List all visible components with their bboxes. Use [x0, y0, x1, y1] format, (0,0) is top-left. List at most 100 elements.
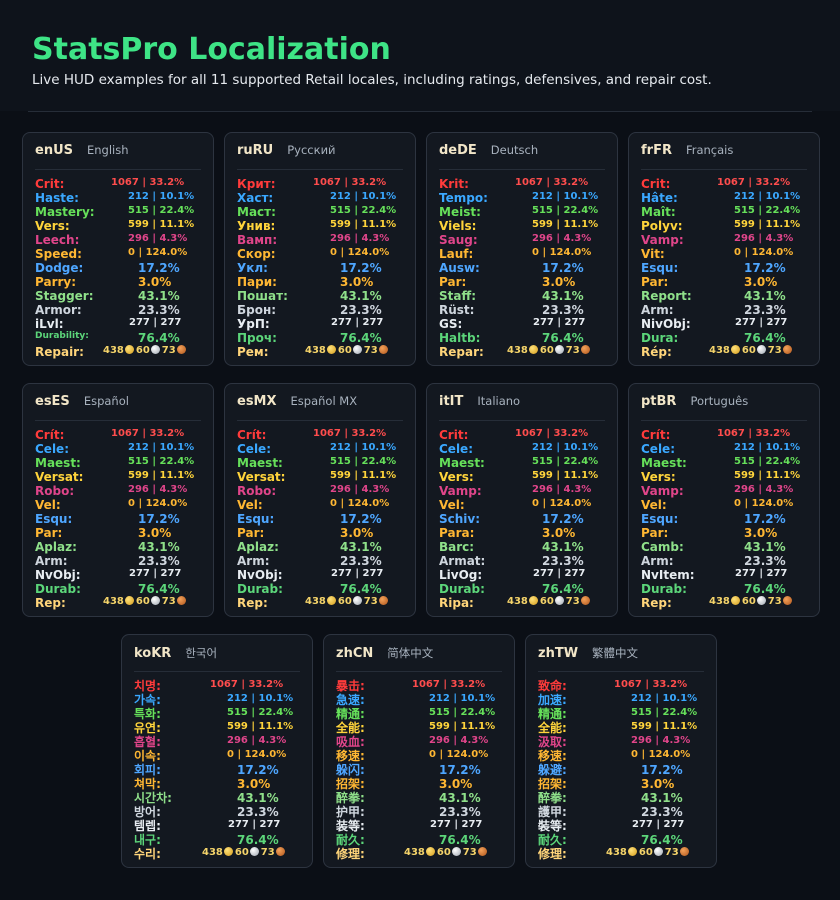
- silver-coin-icon: [554, 596, 564, 605]
- repair-cost: 438 60 73: [404, 846, 489, 860]
- stat-value-armor: 23.3%: [542, 303, 584, 317]
- stat-label-armor: Rüst:: [439, 303, 475, 317]
- stat-row-mastery: Маст: 515 | 22.4%: [237, 204, 403, 219]
- stat-label-speed: 移速:: [538, 749, 567, 763]
- stat-value-dodge: 17.2%: [542, 261, 584, 275]
- stat-label-crit: Крит:: [237, 177, 276, 191]
- gold-coin-icon: [124, 596, 134, 605]
- repair-silver-amount: 60: [337, 345, 352, 356]
- silver-coin-icon: [150, 345, 160, 354]
- stat-label-mastery: Maest:: [641, 456, 687, 470]
- stat-rows: 暴击: 1067 | 33.2% 急速: 212 | 10.1% 精通: 515 | 22…: [336, 678, 502, 861]
- stat-row-crit: 暴击: 1067 | 33.2%: [336, 678, 502, 693]
- stat-row-haste: Haste: 212 | 10.1%: [35, 190, 201, 205]
- stat-label-ilvl: NivObj:: [641, 317, 691, 331]
- stat-value-durability: 76.4%: [542, 582, 584, 596]
- stat-label-speed: Vel:: [641, 498, 667, 512]
- stat-row-repair: 修理: 438 60 73: [336, 846, 502, 861]
- stat-label-parry: Para:: [439, 526, 475, 540]
- stat-row-repair: Ripa: 438 60 73: [439, 595, 605, 610]
- stat-value-haste: 212 | 10.1%: [227, 693, 294, 704]
- stat-row-speed: Vel: 0 | 124.0%: [439, 497, 605, 512]
- stat-value-parry: 3.0%: [340, 275, 374, 289]
- stat-value-ilvl: 277 | 277: [533, 317, 586, 328]
- stat-value-vers: 599 | 11.1%: [532, 219, 599, 230]
- stat-rows: 致命: 1067 | 33.2% 加速: 212 | 10.1% 精通: 515 | 22…: [538, 678, 704, 861]
- stat-value-leech: 296 | 4.3%: [631, 735, 691, 746]
- stat-label-haste: 加速:: [538, 693, 567, 707]
- stat-row-stagger: Staff: 43.1%: [439, 288, 605, 303]
- stat-value-durability: 76.4%: [439, 833, 481, 847]
- locale-language-name: Italiano: [477, 394, 521, 408]
- stat-label-speed: Vit:: [641, 247, 665, 261]
- stat-label-dodge: Schiv:: [439, 512, 481, 526]
- stat-label-parry: Par:: [641, 275, 669, 289]
- stat-label-haste: Tempo:: [439, 191, 488, 205]
- stat-row-speed: Vel: 0 | 124.0%: [641, 497, 807, 512]
- locale-language-name: Español: [83, 394, 129, 408]
- stat-label-vers: Vers:: [35, 219, 70, 233]
- locale-card-zhTW: zhTW 繁體中文 致命: 1067 | 33.2% 加速: 212 | 10.1% 精通:…: [525, 634, 717, 868]
- repair-copper-amount: 73: [664, 847, 679, 858]
- stat-row-speed: 移速: 0 | 124.0%: [336, 748, 502, 763]
- stat-row-vers: 유연: 599 | 11.1%: [134, 720, 300, 735]
- repair-cost: 438 60 73: [103, 344, 188, 358]
- repair-gold-amount: 438: [606, 847, 627, 858]
- stat-label-speed: Vel:: [237, 498, 263, 512]
- silver-coin-icon: [756, 345, 766, 354]
- stat-label-parry: 쳐막:: [134, 777, 161, 791]
- repair-gold-amount: 438: [103, 345, 124, 356]
- stat-row-speed: Speed: 0 | 124.0%: [35, 246, 201, 261]
- stat-value-haste: 212 | 10.1%: [429, 693, 496, 704]
- stat-row-leech: 汲取: 296 | 4.3%: [538, 734, 704, 749]
- gold-coin-icon: [326, 596, 336, 605]
- stat-value-vers: 599 | 11.1%: [734, 470, 801, 481]
- stat-row-repair: Rép: 438 60 73: [641, 344, 807, 359]
- stat-value-speed: 0 | 124.0%: [128, 498, 188, 509]
- stat-row-parry: Par: 3.0%: [35, 525, 201, 540]
- stat-value-ilvl: 277 | 277: [331, 317, 384, 328]
- gold-coin-icon: [730, 345, 740, 354]
- stat-row-repair: Rep: 438 60 73: [237, 595, 403, 610]
- stat-row-stagger: 醉拳: 43.1%: [538, 790, 704, 805]
- stat-value-crit: 1067 | 33.2%: [614, 679, 688, 690]
- stat-label-repair: Rép:: [641, 345, 672, 359]
- stat-row-parry: Parry: 3.0%: [35, 274, 201, 289]
- stat-label-durability: 耐久:: [336, 833, 365, 847]
- stat-label-dodge: 躲避:: [538, 763, 567, 777]
- stat-value-dodge: 17.2%: [138, 512, 180, 526]
- stat-row-armor: Arm: 23.3%: [641, 302, 807, 317]
- stat-label-durability: 내구:: [134, 833, 161, 847]
- stat-row-durability: Durab: 76.4%: [237, 581, 403, 596]
- stat-label-armor: Arm:: [237, 554, 270, 568]
- stat-value-speed: 0 | 124.0%: [330, 498, 390, 509]
- stat-value-armor: 23.3%: [641, 805, 683, 819]
- stat-row-crit: 치명: 1067 | 33.2%: [134, 678, 300, 693]
- stat-row-speed: Vel: 0 | 124.0%: [237, 497, 403, 512]
- stat-label-ilvl: iLvl:: [35, 317, 64, 331]
- stat-row-vers: Vers: 599 | 11.1%: [641, 469, 807, 484]
- stat-value-speed: 0 | 124.0%: [330, 247, 390, 258]
- stat-label-leech: 汲取:: [538, 735, 567, 749]
- stat-value-crit: 1067 | 33.2%: [313, 177, 387, 188]
- stat-label-vers: Vers:: [641, 470, 676, 484]
- stat-row-dodge: Esqu: 17.2%: [237, 511, 403, 526]
- stat-value-ilvl: 277 | 277: [533, 568, 586, 579]
- stat-label-leech: Leech:: [35, 233, 80, 247]
- page-header: StatsPro Localization Live HUD examples …: [0, 0, 840, 111]
- stat-label-crit: 暴击:: [336, 679, 365, 693]
- stat-value-haste: 212 | 10.1%: [330, 191, 397, 202]
- stat-value-mastery: 515 | 22.4%: [330, 456, 397, 467]
- stat-value-parry: 3.0%: [641, 777, 675, 791]
- stat-value-crit: 1067 | 33.2%: [210, 679, 284, 690]
- locale-code: zhTW: [538, 646, 579, 661]
- gold-coin-icon: [627, 847, 637, 856]
- stat-label-parry: Пари:: [237, 275, 277, 289]
- stat-value-dodge: 17.2%: [340, 512, 382, 526]
- stat-row-dodge: 躲闪: 17.2%: [336, 762, 502, 777]
- stat-label-mastery: Meist:: [439, 205, 481, 219]
- stat-label-repair: Rep:: [641, 596, 672, 610]
- stat-row-haste: 가속: 212 | 10.1%: [134, 692, 300, 707]
- card-header: esMX Español MX: [237, 394, 403, 421]
- stat-value-vers: 599 | 11.1%: [227, 721, 294, 732]
